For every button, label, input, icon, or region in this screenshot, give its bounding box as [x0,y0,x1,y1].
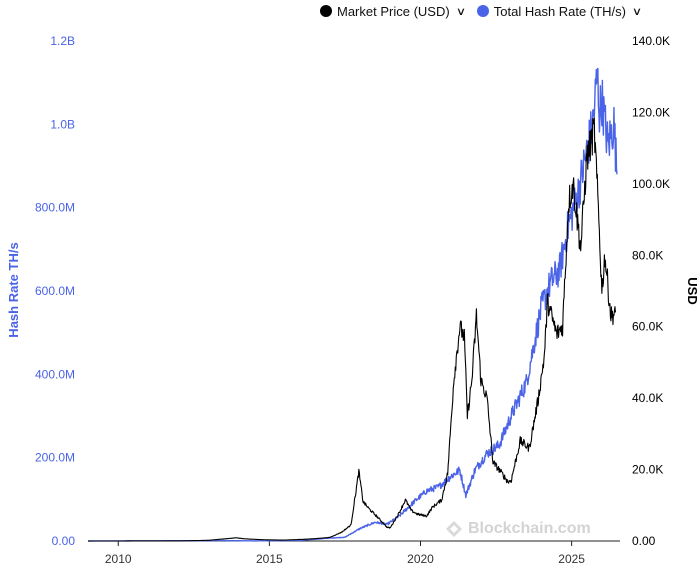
x-tick-label: 2020 [407,552,434,564]
left-axis-ticks: 0.00 200.0M 400.0M 600.0M 800.0M 1.0B 1.2B [35,34,75,548]
series-layer [87,67,618,542]
x-tick-label: 2025 [558,552,585,564]
market-price-line [87,117,617,542]
left-tick-label: 800.0M [35,201,75,215]
left-tick-label: 400.0M [35,367,75,381]
right-tick-label: 0.00 [632,534,656,548]
x-tick-label: 2015 [256,552,283,564]
x-axis-ticks: 2010 2015 2020 2025 [105,541,585,564]
left-tick-label: 1.0B [50,117,75,131]
right-tick-label: 100.0K [632,177,670,191]
right-tick-label: 80.0K [632,248,663,262]
legend-label: Market Price (USD) [337,3,450,19]
chevron-down-icon[interactable]: ∨ [631,5,643,18]
legend-item-hash-rate[interactable]: Total Hash Rate (TH/s) ∨ [476,3,643,19]
left-tick-label: 0.00 [52,534,76,548]
chevron-down-icon[interactable]: ∨ [455,5,466,18]
right-tick-label: 40.0K [632,391,663,405]
left-tick-label: 600.0M [35,284,75,298]
left-tick-label: 200.0M [35,451,75,465]
watermark-text: Blockchain.com [468,520,591,537]
x-tick-label: 2010 [105,552,132,564]
legend-item-market-price[interactable]: Market Price (USD) ∨ [320,3,466,19]
blockchain-logo-icon [446,521,462,537]
series-dot-icon [476,5,489,17]
hash-rate-line [87,67,618,542]
right-tick-label: 20.0K [632,463,663,477]
series-dot-icon [320,5,332,17]
right-tick-label: 120.0K [632,105,670,119]
legend: Market Price (USD) ∨ Total Hash Rate (TH… [320,1,643,21]
left-axis-label: Hash Rate TH/s [6,242,21,337]
watermark: Blockchain.com [446,520,591,538]
legend-label: Total Hash Rate (TH/s) [493,3,626,19]
right-axis-label: USD [685,277,699,304]
right-axis-ticks: 0.00 20.0K 40.0K 60.0K 80.0K 100.0K 120.0K 140.… [632,34,670,548]
left-tick-label: 1.2B [50,34,75,48]
right-tick-label: 140.0K [632,34,670,48]
right-tick-label: 60.0K [632,320,663,334]
